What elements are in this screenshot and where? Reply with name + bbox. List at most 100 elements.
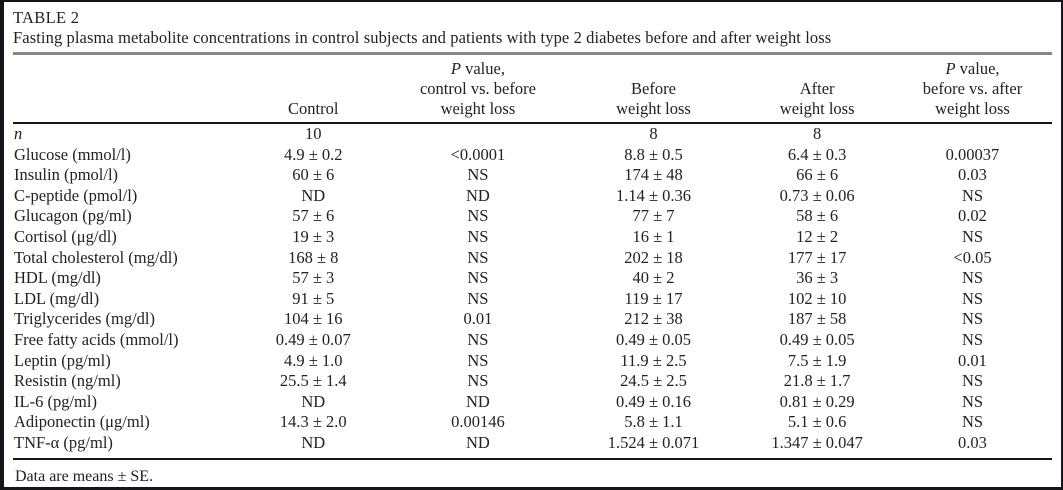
table-cell: NS: [961, 329, 984, 349]
row-label: Leptin (pg/ml): [14, 350, 111, 370]
table-row: Glucagon (pg/ml) 57 ± 6 NS 77 ± 7 58 ± 6 0.02: [13, 206, 1052, 227]
table-cell: 57 ± 6: [292, 206, 335, 226]
table-cell: 4.9 ± 1.0: [283, 350, 343, 370]
table-cell: 0.73 ± 0.06: [779, 185, 855, 205]
table-cell: 21.8 ± 1.7: [783, 371, 851, 391]
table-cell: 36 ± 3: [796, 268, 839, 288]
table-cell: 0.49 ± 0.16: [615, 391, 692, 411]
table-cell: 58 ± 6: [796, 206, 839, 226]
row-label: Triglycerides (mg/dl): [14, 309, 155, 329]
table-cell: 0.81 ± 0.29: [779, 391, 855, 411]
table-title-block: TABLE 2 Fasting plasma metabolite concen…: [13, 2, 1052, 48]
table-row: IL-6 (pg/ml) ND ND 0.49 ± 0.16 0.81 ± 0.29 NS: [13, 392, 1052, 413]
table-cell: 91 ± 5: [292, 288, 335, 308]
table-cell: 1.347 ± 0.047: [771, 432, 863, 452]
caption-divider-rule: [13, 52, 1052, 55]
table-cell: 0.00146: [451, 412, 505, 432]
table-cell: NS: [961, 309, 984, 329]
table-cell: NS: [961, 412, 984, 432]
table-row: Total cholesterol (mg/dl) 168 ± 8 NS 202 ± …: [13, 248, 1052, 269]
row-label: Total cholesterol (mg/dl): [14, 247, 178, 267]
table-cell: 5.8 ± 1.1: [624, 412, 683, 432]
table-row: Cortisol (μg/dl) 19 ± 3 NS 16 ± 1 12 ± 2 NS: [13, 227, 1052, 248]
row-label: n: [14, 124, 23, 143]
table-cell: ND: [466, 391, 490, 411]
row-label: C-peptide (pmol/l): [14, 185, 138, 205]
table-cell: ND: [466, 432, 490, 452]
table-cell: 19 ± 3: [292, 226, 335, 246]
table-cell: 11.9 ± 2.5: [620, 350, 687, 370]
row-label: TNF-α (pg/ml): [14, 432, 113, 452]
table-cell: 0.02: [958, 206, 987, 226]
table-cell: 1.524 ± 0.071: [607, 432, 700, 452]
table-caption: Fasting plasma metabolite concentrations…: [13, 28, 832, 47]
column-header: Control: [236, 55, 391, 124]
table-cell: 104 ± 16: [283, 309, 343, 329]
table-cell: 57 ± 3: [292, 268, 335, 288]
table-cell: 0.49 ± 0.05: [615, 329, 692, 349]
table-cell: 212 ± 38: [624, 309, 683, 329]
table-footnote: Data are means ± SE.: [13, 457, 1052, 487]
row-label: Glucagon (pg/ml): [14, 206, 132, 226]
table-cell: 119 ± 17: [624, 288, 683, 308]
table-cell: 8: [649, 124, 658, 143]
table-row: Glucose (mmol/l) 4.9 ± 0.2 <0.0001 8.8 ± 0.…: [13, 145, 1052, 166]
table-cell: 0.00037: [945, 144, 1000, 164]
table-cell: 0.01: [463, 309, 493, 329]
table-cell: 66 ± 6: [796, 165, 839, 185]
table-cell: 187 ± 58: [787, 309, 847, 329]
row-label: HDL (mg/dl): [14, 268, 101, 288]
table-cell: ND: [466, 185, 490, 205]
table-cell: NS: [467, 247, 489, 267]
table-row: C-peptide (pmol/l) ND ND 1.14 ± 0.36 0.73 ± …: [13, 186, 1052, 207]
table-cell: 16 ± 1: [632, 226, 675, 246]
table-cell: NS: [467, 371, 489, 391]
table-cell: NS: [467, 350, 489, 370]
table-row: Free fatty acids (mmol/l) 0.49 ± 0.07 NS 0.…: [13, 330, 1052, 351]
table-cell: 40 ± 2: [632, 268, 675, 288]
table-cell: 7.5 ± 1.9: [787, 350, 847, 370]
table-row: Resistin (ng/ml) 25.5 ± 1.4 NS 24.5 ± 2.5 21…: [13, 371, 1052, 392]
table-cell: 0.49 ± 0.07: [275, 329, 351, 349]
table-cell: <0.05: [953, 247, 992, 267]
table-cell: 8.8 ± 0.5: [624, 144, 683, 164]
table-cell: [390, 123, 566, 145]
row-label: Resistin (ng/ml): [14, 371, 121, 391]
table-cell: 0.01: [958, 350, 987, 370]
table-row: HDL (mg/dl) 57 ± 3 NS 40 ± 2 36 ± 3 NS: [13, 268, 1052, 289]
table-cell: NS: [467, 206, 489, 226]
row-label: Insulin (pmol/l): [14, 165, 119, 185]
row-label: Cortisol (μg/dl): [14, 226, 117, 246]
table-cell: NS: [467, 268, 489, 288]
table-cell: 177 ± 17: [787, 247, 847, 267]
table-cell: 5.1 ± 0.6: [787, 412, 847, 432]
table-cell: 102 ± 10: [787, 288, 847, 308]
table-cell: 174 ± 48: [624, 165, 683, 185]
table-cell: 25.5 ± 1.4: [279, 371, 347, 391]
table-cell: 8: [813, 124, 822, 143]
table-cell: 60 ± 6: [292, 165, 335, 185]
table-cell: 1.14 ± 0.36: [615, 185, 692, 205]
column-header: [13, 55, 237, 124]
table-cell: 4.9 ± 0.2: [283, 144, 343, 164]
table-cell: NS: [961, 371, 984, 391]
table-row: Adiponectin (μg/ml) 14.3 ± 2.0 0.00146 5.8 …: [13, 412, 1052, 433]
table-cell: 168 ± 8: [288, 247, 339, 267]
table-cell: 0.49 ± 0.05: [779, 329, 855, 349]
table-cell: 12 ± 2: [796, 226, 839, 246]
table-cell: ND: [301, 432, 326, 452]
table-cell: NS: [961, 391, 984, 411]
table-row: Triglycerides (mg/dl) 104 ± 16 0.01 212 ± 3…: [13, 309, 1052, 330]
row-label: Free fatty acids (mmol/l): [14, 329, 179, 349]
column-header: After weight loss: [741, 55, 893, 124]
row-label: LDL (mg/dl): [14, 288, 100, 308]
table-cell: NS: [467, 288, 489, 308]
table-row: Insulin (pmol/l) 60 ± 6 NS 174 ± 48 66 ± 6 0.…: [13, 165, 1052, 186]
row-label: Glucose (mmol/l): [14, 144, 131, 164]
table-cell: [893, 123, 1052, 145]
header-row: Control P value, control vs. before weight …: [13, 55, 1052, 124]
metabolite-table: Control P value, control vs. before weight …: [13, 55, 1052, 454]
table-row: TNF-α (pg/ml) ND ND 1.524 ± 0.071 1.347 ± 0.…: [13, 433, 1052, 454]
row-label: Adiponectin (μg/ml): [14, 412, 150, 432]
table-row: n 10 8 8: [13, 123, 1052, 145]
